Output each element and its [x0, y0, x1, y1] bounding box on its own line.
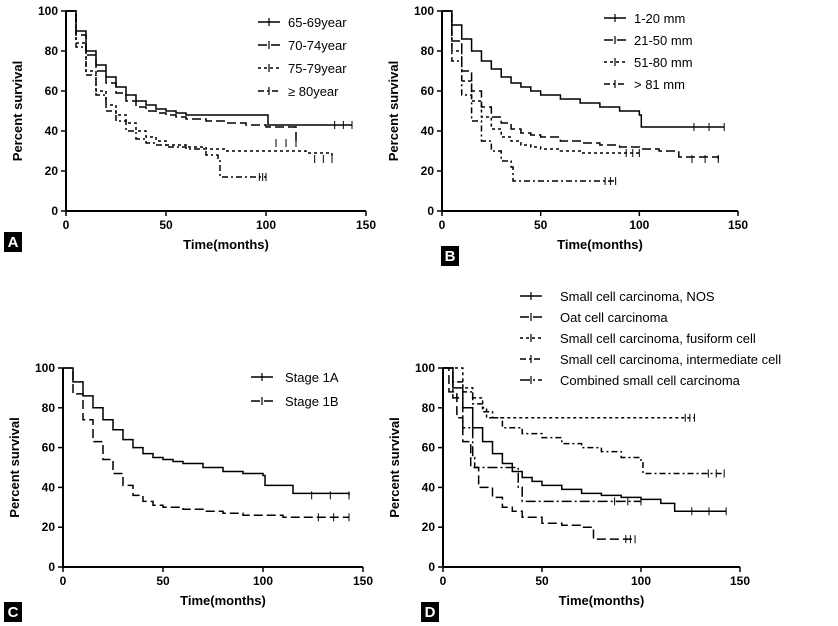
y-tick-label: 40 [42, 480, 56, 494]
legend-label: Small cell carcinoma, fusiform cell [560, 331, 756, 346]
y-tick-label: 0 [51, 204, 58, 218]
x-axis-label: Time(months) [559, 593, 645, 608]
series-line-5 [443, 367, 641, 503]
panel-label: D [425, 604, 436, 621]
panel-label: C [8, 604, 19, 621]
legend-label: Oat cell carcinoma [560, 310, 668, 325]
y-tick-label: 80 [42, 401, 56, 415]
series-line-1 [63, 367, 350, 496]
legend-label: Combined small cell carcinoma [560, 373, 741, 388]
series-line-4 [442, 10, 616, 182]
y-tick-label: 100 [415, 361, 435, 375]
panel-label-badge [4, 602, 22, 622]
x-tick-label: 150 [356, 218, 376, 232]
series-line-1 [443, 367, 727, 513]
x-tick-label: 150 [728, 218, 748, 232]
legend-label: Stage 1A [285, 370, 339, 385]
series-line-2 [66, 10, 297, 143]
panel-label: A [8, 234, 19, 251]
y-tick-label: 20 [422, 520, 436, 534]
x-tick-label: 100 [631, 574, 651, 588]
y-axis-label: Percent survival [386, 61, 401, 161]
panel-label-badge [441, 246, 459, 266]
y-tick-label: 60 [421, 84, 435, 98]
panel-c: 0 20 40 60 80 100 0 50 100 150 Time(months) Percent… [4, 361, 373, 622]
y-tick-label: 20 [421, 164, 435, 178]
y-tick-label: 80 [422, 401, 436, 415]
x-tick-label: 50 [159, 218, 173, 232]
y-tick-label: 40 [422, 480, 436, 494]
y-tick-label: 20 [42, 520, 56, 534]
series-line-2 [443, 367, 636, 540]
panel-label-badge [4, 232, 22, 252]
x-tick-label: 150 [353, 574, 373, 588]
series-line-2 [63, 367, 349, 518]
y-tick-label: 40 [421, 124, 435, 138]
x-tick-label: 0 [440, 574, 447, 588]
panel-label: B [445, 248, 456, 265]
x-tick-label: 50 [535, 574, 549, 588]
y-tick-label: 40 [45, 124, 59, 138]
x-tick-label: 150 [730, 574, 750, 588]
legend-label: > 81 mm [634, 77, 685, 92]
legend-label: 51-80 mm [634, 55, 693, 70]
legend-label: Stage 1B [285, 394, 339, 409]
panel-a: 0 20 40 60 80 100 0 50 100 150 Time(months) Percent… [4, 4, 376, 252]
legend-label: 1-20 mm [634, 11, 685, 26]
y-tick-label: 100 [35, 361, 55, 375]
series-line-4 [443, 367, 725, 475]
legend-label: Small cell carcinoma, intermediate cell [560, 352, 781, 367]
x-tick-label: 0 [63, 218, 70, 232]
x-tick-label: 50 [156, 574, 170, 588]
x-axis-label: Time(months) [183, 237, 269, 252]
y-tick-label: 0 [427, 204, 434, 218]
y-axis-label: Percent survival [10, 61, 25, 161]
legend-label: 21-50 mm [634, 33, 693, 48]
series-line-1 [66, 10, 352, 126]
legend-label: 75-79year [288, 61, 347, 76]
y-tick-label: 20 [45, 164, 59, 178]
panel-b: 0 20 40 60 80 100 0 50 100 150 Time(months) Percent… [386, 4, 748, 266]
x-tick-label: 100 [253, 574, 273, 588]
y-tick-label: 0 [428, 560, 435, 574]
y-tick-label: 80 [421, 44, 435, 58]
y-tick-label: 80 [45, 44, 59, 58]
series-line-1 [442, 10, 725, 128]
y-tick-label: 60 [422, 441, 436, 455]
series-line-3 [66, 10, 333, 159]
legend-label: 65-69year [288, 15, 347, 30]
y-axis-label: Percent survival [7, 417, 22, 517]
series-line-4 [66, 10, 266, 178]
y-tick-label: 100 [414, 4, 434, 18]
x-tick-label: 100 [256, 218, 276, 232]
series-line-3 [442, 10, 640, 154]
x-tick-label: 0 [439, 218, 446, 232]
x-tick-label: 50 [534, 218, 548, 232]
y-axis-label: Percent survival [387, 417, 402, 517]
panel-d: 0 20 40 60 80 100 0 50 100 150 Time(months) Percent… [387, 289, 781, 622]
panel-label-badge [421, 602, 439, 622]
x-tick-label: 100 [629, 218, 649, 232]
x-tick-label: 0 [60, 574, 67, 588]
legend-label: Small cell carcinoma, NOS [560, 289, 715, 304]
y-tick-label: 100 [38, 4, 58, 18]
y-tick-label: 60 [45, 84, 59, 98]
x-axis-label: Time(months) [557, 237, 643, 252]
x-axis-label: Time(months) [180, 593, 266, 608]
y-tick-label: 0 [48, 560, 55, 574]
legend-label: 70-74year [288, 38, 347, 53]
y-tick-label: 60 [42, 441, 56, 455]
legend-label: ≥ 80year [288, 84, 339, 99]
